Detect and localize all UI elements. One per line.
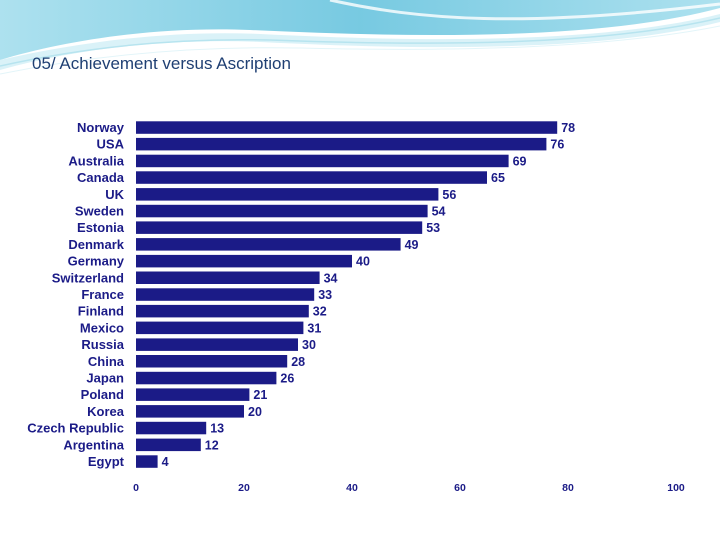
bar-japan	[136, 371, 277, 385]
bar-germany	[136, 254, 352, 268]
value-label-canada: 65	[491, 171, 505, 185]
value-label-australia: 69	[513, 154, 527, 168]
bar-sweden	[136, 204, 428, 218]
bar-canada	[136, 171, 487, 184]
bars-group	[136, 121, 558, 468]
bar-egypt	[136, 455, 158, 468]
value-label-switzerland: 34	[324, 271, 338, 285]
x-tick-label-80: 80	[562, 482, 574, 494]
category-label-korea: Korea	[87, 404, 125, 419]
header-wave-decoration	[0, 0, 720, 75]
x-tick-label-40: 40	[346, 482, 358, 494]
category-label-argentina: Argentina	[63, 437, 124, 452]
bar-finland	[136, 304, 309, 318]
bar-argentina	[136, 438, 201, 452]
x-tick-label-0: 0	[133, 482, 139, 494]
bar-denmark	[136, 238, 401, 251]
bar-china	[136, 355, 288, 368]
category-label-norway: Norway	[77, 120, 125, 135]
category-label-mexico: Mexico	[80, 320, 124, 335]
bar-estonia	[136, 221, 423, 234]
value-label-mexico: 31	[307, 321, 321, 335]
value-label-sweden: 54	[432, 205, 446, 219]
value-label-estonia: 53	[426, 221, 440, 235]
value-label-argentina: 12	[205, 438, 219, 452]
category-label-finland: Finland	[78, 304, 124, 319]
value-label-uk: 56	[442, 188, 456, 202]
bar-switzerland	[136, 271, 320, 284]
bar-russia	[136, 338, 298, 351]
value-label-russia: 30	[302, 338, 316, 352]
category-label-estonia: Estonia	[77, 220, 125, 235]
category-label-czech-republic: Czech Republic	[27, 421, 124, 436]
category-label-switzerland: Switzerland	[52, 270, 124, 285]
bar-norway	[136, 121, 558, 134]
bar-uk	[136, 188, 439, 201]
bar-korea	[136, 405, 244, 418]
value-label-norway: 78	[561, 121, 575, 135]
value-label-finland: 32	[313, 305, 327, 319]
category-label-sweden: Sweden	[75, 204, 124, 219]
category-label-china: China	[88, 354, 125, 369]
x-tick-label-20: 20	[238, 482, 250, 494]
value-label-france: 33	[318, 288, 332, 302]
bar-australia	[136, 154, 509, 168]
bar-czech-republic	[136, 421, 207, 435]
value-label-denmark: 49	[405, 238, 419, 252]
category-label-canada: Canada	[77, 170, 125, 185]
category-label-usa: USA	[97, 137, 125, 152]
category-label-germany: Germany	[68, 254, 125, 269]
category-label-uk: UK	[105, 187, 124, 202]
value-label-china: 28	[291, 355, 305, 369]
value-label-poland: 21	[253, 388, 267, 402]
category-label-poland: Poland	[81, 387, 124, 402]
category-label-japan: Japan	[86, 371, 124, 386]
bar-usa	[136, 137, 547, 151]
category-label-australia: Australia	[68, 153, 124, 168]
category-label-denmark: Denmark	[68, 237, 124, 252]
slide-title: 05/ Achievement versus Ascription	[32, 54, 291, 73]
value-label-usa: 76	[550, 138, 564, 152]
value-label-korea: 20	[248, 405, 262, 419]
category-label-russia: Russia	[81, 337, 124, 352]
value-label-czech-republic: 13	[210, 422, 224, 436]
x-tick-label-60: 60	[454, 482, 466, 494]
value-label-egypt: 4	[162, 455, 169, 469]
x-tick-label-100: 100	[667, 482, 685, 494]
category-label-egypt: Egypt	[88, 454, 125, 469]
value-labels: 78 76 69 65 56 54 53 49 40 34 33 32 31 30 28 26 21 20 13 12…	[162, 121, 576, 469]
value-label-japan: 26	[280, 372, 294, 386]
category-label-france: France	[81, 287, 124, 302]
bar-mexico	[136, 321, 304, 335]
x-axis-tick-labels: 0 20 40 60 80 100	[133, 482, 685, 494]
value-label-germany: 40	[356, 255, 370, 269]
bar-poland	[136, 388, 250, 401]
bar-france	[136, 288, 315, 301]
